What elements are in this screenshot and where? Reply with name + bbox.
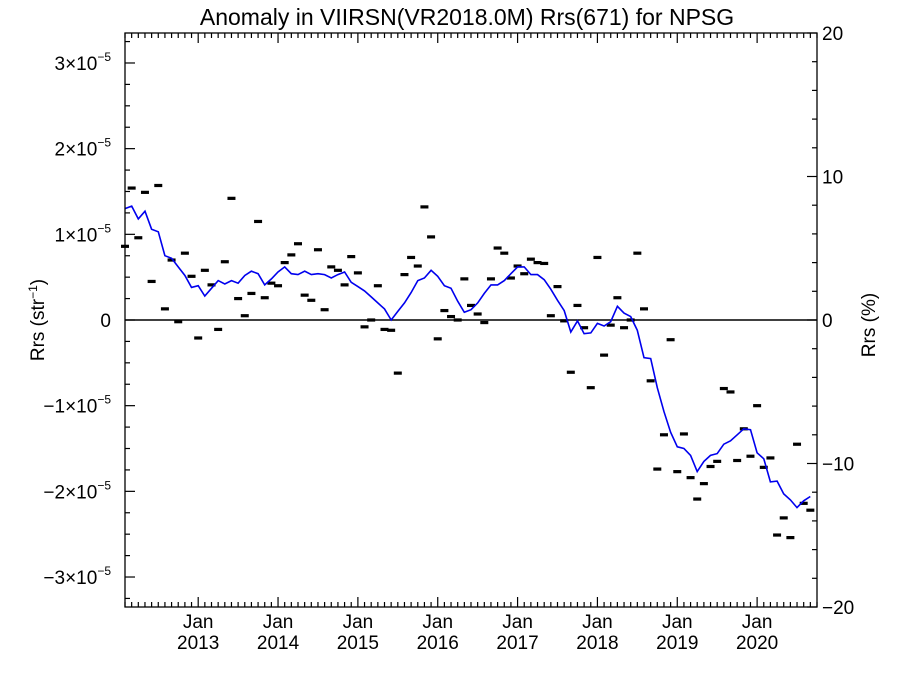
y-axis-label: Rrs (str−1): [26, 279, 49, 361]
x-tick-label-year: 2014: [257, 633, 300, 654]
y-tick-label: −3×10−5: [43, 564, 111, 589]
x-tick-label-month: Jan: [263, 612, 294, 633]
y2-axis-label: Rrs (%): [859, 293, 880, 357]
y2-tick-label: −20: [822, 598, 854, 619]
y2-tick-label: 10: [822, 168, 843, 189]
plot-frame: [124, 32, 818, 608]
y-tick-label: −1×10−5: [43, 393, 111, 418]
plot-area: 3×10−5 2×10−5 1×10−5 0 −1×10−5 −2×10−5 −3×10−5…: [43, 24, 854, 654]
x-tick-label-year: 2013: [177, 633, 219, 654]
y-tick-label: 3×10−5: [55, 50, 112, 75]
y-tick-label: 2×10−5: [55, 136, 112, 161]
x-tick-label-month: Jan: [742, 612, 773, 633]
y2-tick-label: 0: [822, 311, 833, 332]
x-tick-label-year: 2016: [417, 633, 459, 654]
anomaly-trend-line: [124, 205, 811, 509]
x-tick-label-month: Jan: [422, 612, 453, 633]
x-tick-label-year: 2019: [656, 633, 698, 654]
y-tick-label: −2×10−5: [43, 478, 111, 503]
x-tick-label-year: 2015: [337, 633, 379, 654]
x-tick-label-month: Jan: [343, 612, 374, 633]
x-tick-label-month: Jan: [502, 612, 533, 633]
y2-tick-label: 20: [822, 24, 843, 45]
x-tick-label-month: Jan: [662, 612, 693, 633]
x-tick-label-year: 2020: [736, 633, 778, 654]
y-tick-label: 0: [100, 311, 111, 332]
chart-title: Anomaly in VIIRSN(VR2018.0M) Rrs(671) fo…: [200, 4, 734, 30]
y2-tick-label: −10: [822, 455, 854, 476]
y-tick-label: 1×10−5: [55, 221, 112, 246]
x-tick-label-year: 2017: [496, 633, 538, 654]
x-tick-label-month: Jan: [582, 612, 613, 633]
x-tick-label-month: Jan: [183, 612, 214, 633]
x-tick-label-year: 2018: [576, 633, 618, 654]
